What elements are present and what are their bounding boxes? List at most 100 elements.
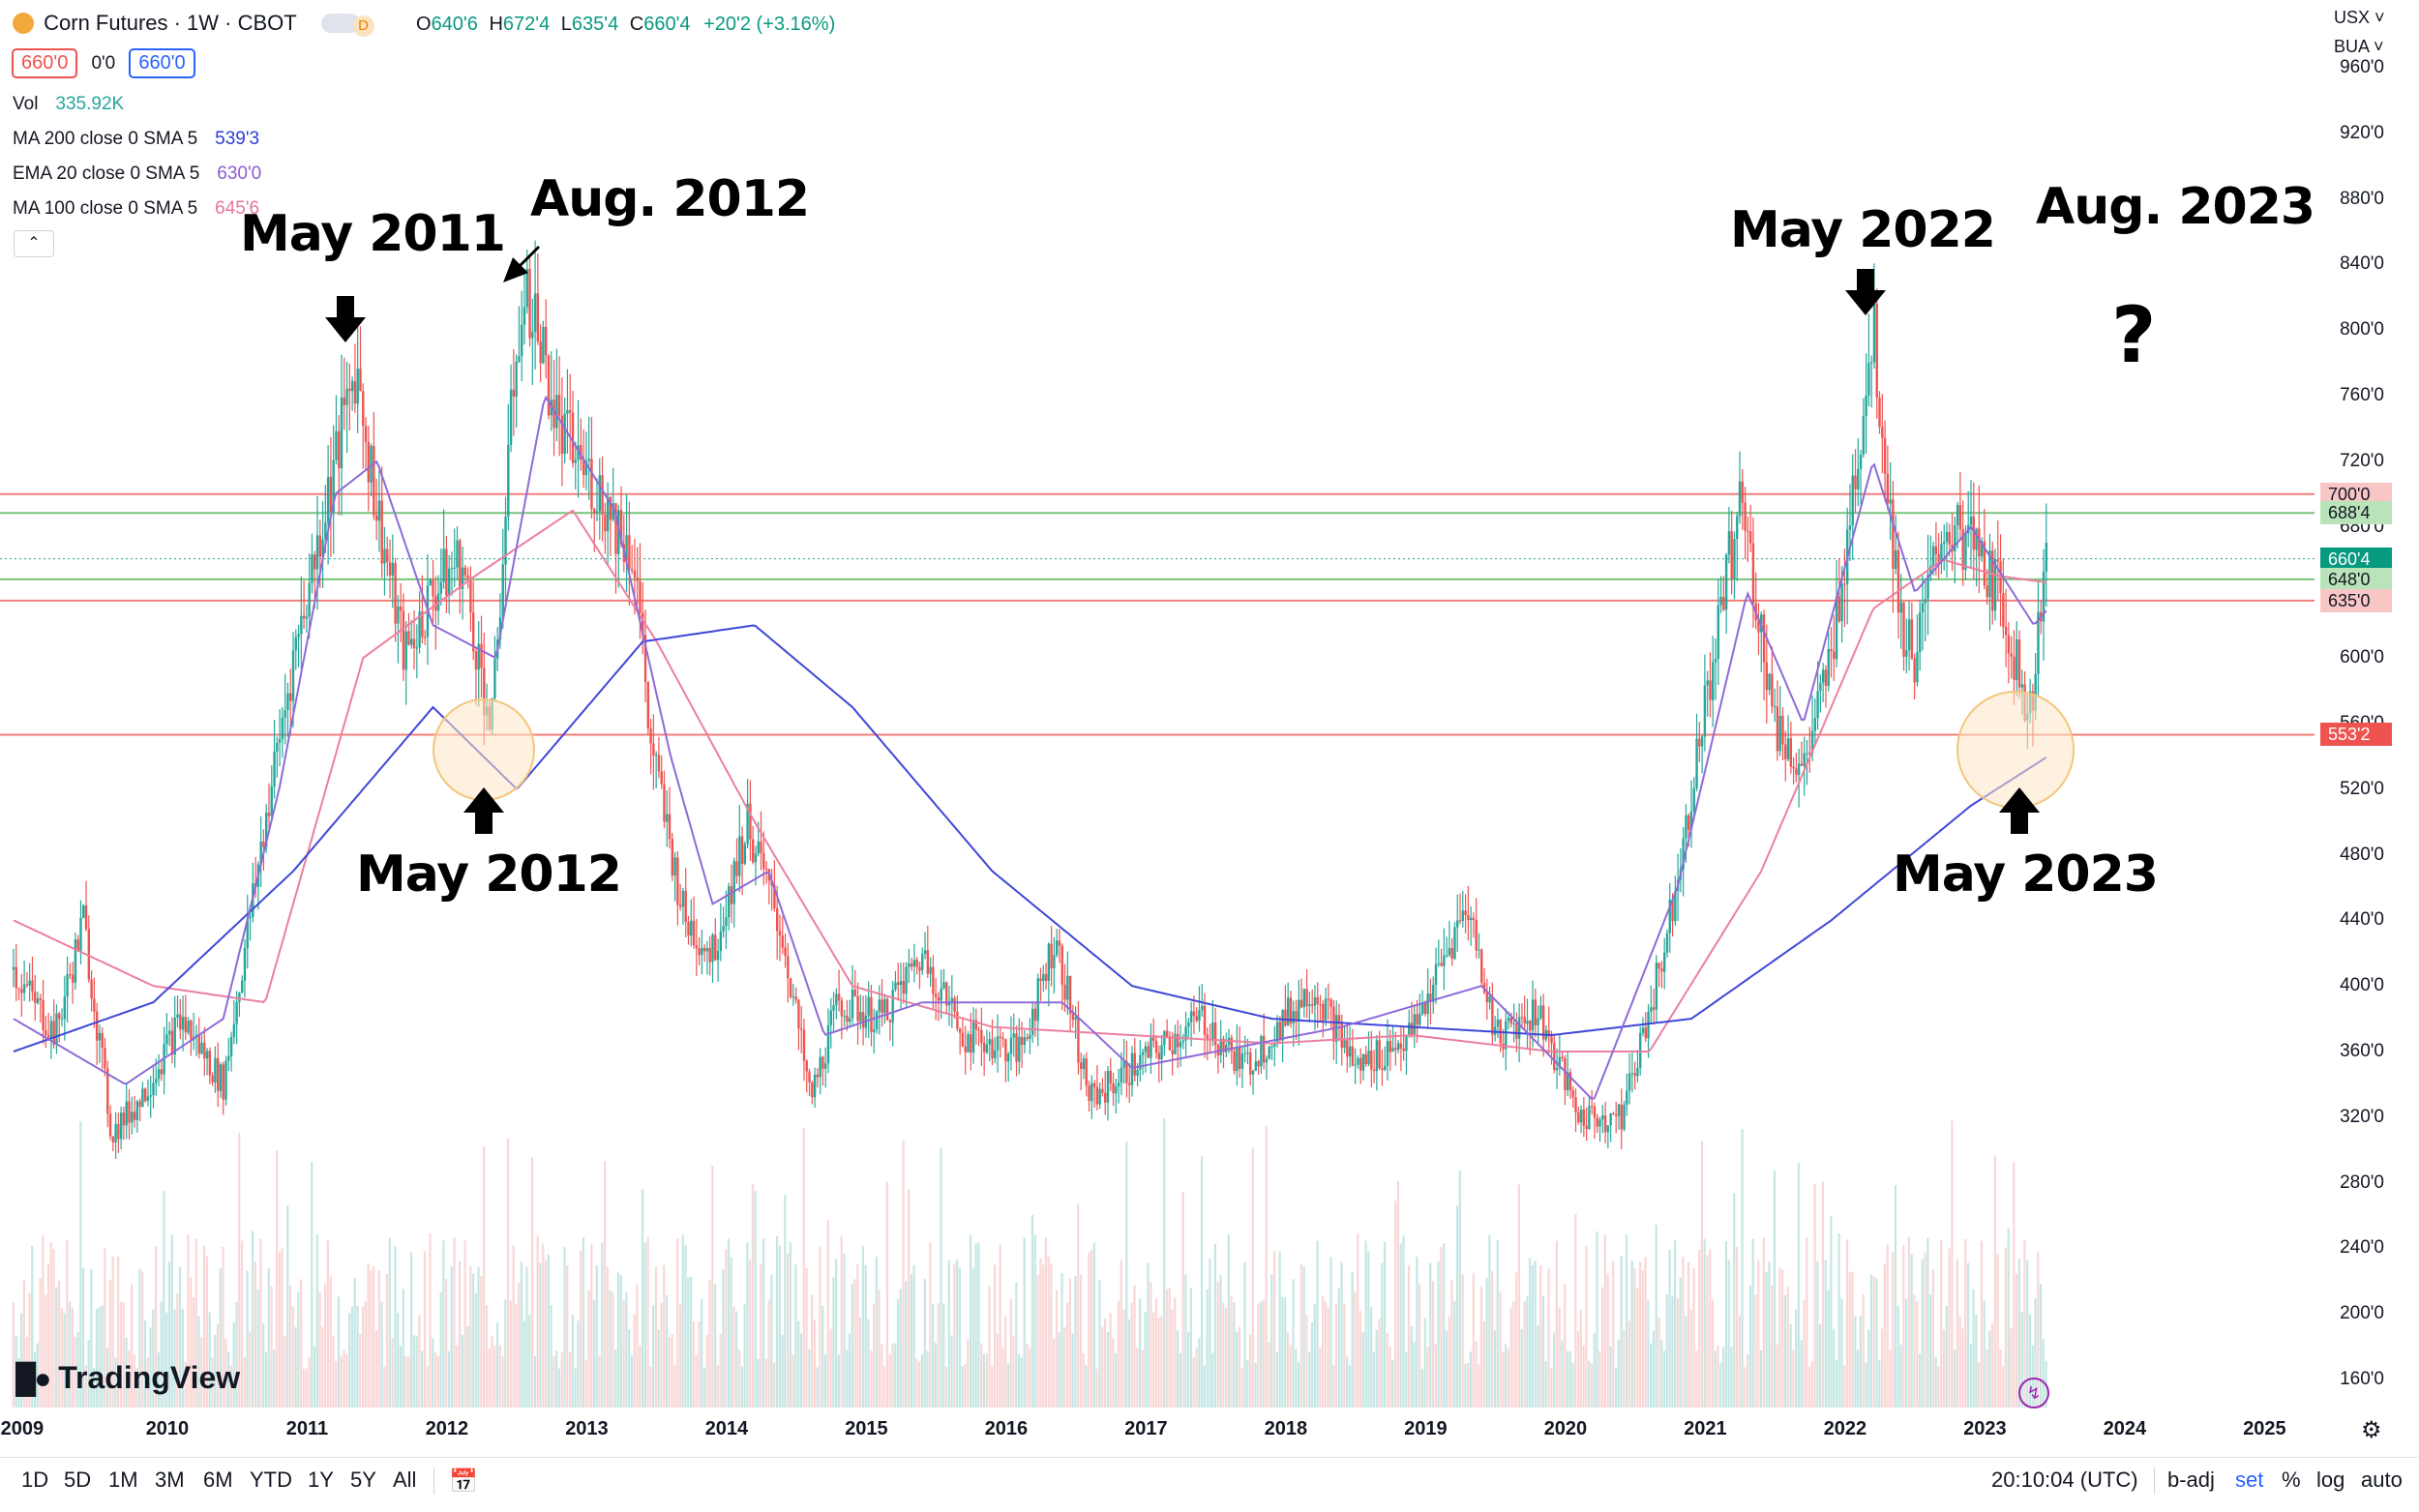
candle-body xyxy=(840,1000,844,1017)
volume-bar xyxy=(1671,1295,1674,1408)
collapse-indicators-button[interactable]: ⌃ xyxy=(14,230,54,257)
volume-bar xyxy=(1768,1260,1771,1408)
candle-body xyxy=(386,548,389,563)
timeframe-5d[interactable]: 5D xyxy=(64,1468,92,1492)
candle-body xyxy=(1916,652,1919,683)
candle-body xyxy=(353,381,357,404)
volume-bar xyxy=(1082,1353,1085,1408)
currency-select[interactable]: USX ˅ xyxy=(2334,8,2385,27)
timeframe-ytd[interactable]: YTD xyxy=(250,1468,292,1492)
volume-bar xyxy=(894,1343,897,1408)
candle-body xyxy=(241,980,244,993)
time-tick-label: 2019 xyxy=(1404,1418,1448,1439)
unit-select[interactable]: BUA ˅ xyxy=(2334,37,2384,56)
indicator-ema20[interactable]: EMA 20 close 0 SMA 5 630'0 xyxy=(13,163,262,184)
candle-body xyxy=(190,1021,193,1040)
candle-body xyxy=(1071,1014,1075,1021)
b-adj-toggle[interactable]: b-adj xyxy=(2167,1468,2215,1492)
candle-body xyxy=(181,1017,185,1030)
candle-body xyxy=(71,974,75,983)
time-tick-label: 2009 xyxy=(0,1418,45,1439)
candle-body xyxy=(1784,744,1787,759)
candle-body xyxy=(584,460,588,476)
volume-bar xyxy=(1192,1356,1195,1408)
indicator-ma100[interactable]: MA 100 close 0 SMA 5 645'6 xyxy=(13,198,260,219)
candle-body xyxy=(1240,1053,1244,1070)
candle-body xyxy=(673,857,676,876)
volume-bar xyxy=(1783,1294,1787,1408)
volume-bar xyxy=(1163,1118,1166,1408)
timeframe-1m[interactable]: 1M xyxy=(108,1468,138,1492)
volume-bar xyxy=(1453,1300,1456,1408)
volume-bar xyxy=(1633,1268,1636,1408)
lightning-icon[interactable]: ↯ xyxy=(2018,1378,2049,1408)
volume-bar xyxy=(663,1264,666,1408)
percent-toggle[interactable]: % xyxy=(2282,1468,2301,1492)
candle-body xyxy=(2017,638,2021,688)
volume-bar xyxy=(1079,1274,1083,1408)
volume-bar xyxy=(1757,1260,1760,1408)
volume-bar xyxy=(111,1256,114,1408)
timeframe-3m[interactable]: 3M xyxy=(155,1468,185,1492)
timeframe-5y[interactable]: 5Y xyxy=(350,1468,376,1492)
candle-body xyxy=(36,997,40,1003)
candle-body xyxy=(1082,1058,1086,1070)
arrow-down-may-2011 xyxy=(325,296,366,342)
candle-body xyxy=(1689,811,1693,830)
candle-body xyxy=(1512,1023,1515,1024)
candle-body xyxy=(582,460,585,476)
gear-icon[interactable]: ⚙ xyxy=(2361,1417,2382,1443)
volume-bar xyxy=(84,1365,87,1408)
candle-body xyxy=(692,920,696,946)
candle-body xyxy=(702,947,706,952)
volume-bar xyxy=(2020,1311,2023,1408)
volume-bar xyxy=(394,1246,397,1408)
timeframe-1y[interactable]: 1Y xyxy=(308,1468,334,1492)
price-tick-label: 400'0 xyxy=(2340,975,2384,996)
candle-body xyxy=(55,1013,58,1045)
indicator-volume[interactable]: Vol 335.92K xyxy=(13,94,125,114)
volume-bar xyxy=(200,1337,203,1408)
timeframe-all[interactable]: All xyxy=(393,1468,417,1492)
candle-body xyxy=(224,1060,227,1100)
symbol-header[interactable]: Corn Futures · 1W · CBOT D xyxy=(13,11,374,37)
timeframe-1d[interactable]: 1D xyxy=(21,1468,49,1492)
volume-bar xyxy=(1837,1233,1840,1408)
set-toggle[interactable]: set xyxy=(2235,1468,2264,1492)
volume-bar xyxy=(104,1247,106,1408)
volume-bar xyxy=(1738,1315,1741,1408)
volume-bar xyxy=(797,1320,800,1408)
auto-toggle[interactable]: auto xyxy=(2361,1468,2403,1492)
buy-button[interactable]: 660'0 xyxy=(129,48,195,78)
indicator-ma200[interactable]: MA 200 close 0 SMA 5 539'3 xyxy=(13,129,260,149)
volume-bar xyxy=(1068,1278,1071,1408)
volume-bar xyxy=(958,1267,962,1408)
candle-body xyxy=(1786,738,1790,759)
symbol-title[interactable]: Corn Futures · 1W · CBOT xyxy=(44,11,297,35)
volume-bar xyxy=(429,1233,432,1408)
candle-body xyxy=(787,956,790,979)
volume-bar xyxy=(1564,1283,1567,1408)
volume-bar xyxy=(702,1367,706,1408)
volume-bar xyxy=(985,1353,988,1408)
volume-bar xyxy=(633,1314,636,1408)
volume-bar xyxy=(1275,1352,1278,1408)
candle-body xyxy=(1101,1088,1104,1093)
candle-body xyxy=(1109,1070,1112,1083)
candle-body xyxy=(1192,1011,1196,1017)
timeframe-6m[interactable]: 6M xyxy=(203,1468,233,1492)
date-range-calendar-icon[interactable]: 📅 xyxy=(449,1468,478,1495)
candle-body xyxy=(813,1074,817,1098)
tradingview-logo[interactable]: █● TradingView xyxy=(15,1360,241,1395)
log-toggle[interactable]: log xyxy=(2316,1468,2345,1492)
candle-body xyxy=(1878,398,1881,428)
candle-body xyxy=(1558,1056,1562,1068)
collapse-pill[interactable] xyxy=(321,14,361,33)
sell-button[interactable]: 660'0 xyxy=(12,48,78,78)
candle-body xyxy=(1292,1011,1295,1023)
volume-bar xyxy=(1343,1303,1346,1408)
candle-body xyxy=(1085,1058,1088,1086)
clock-time[interactable]: 20:10:04 (UTC) xyxy=(1991,1468,2138,1492)
volume-bar xyxy=(1800,1340,1803,1408)
